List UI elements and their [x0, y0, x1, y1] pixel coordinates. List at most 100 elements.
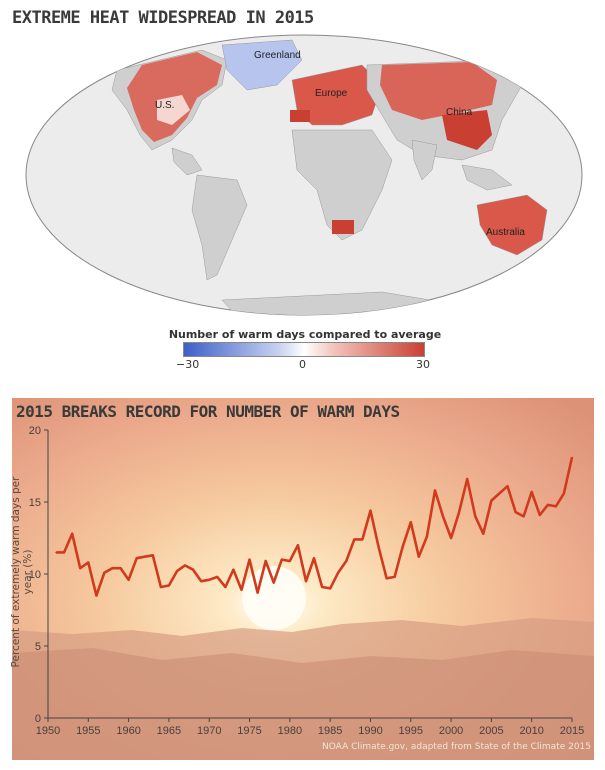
data-point: [71, 532, 73, 535]
india-shape: [411, 139, 438, 181]
data-point: [135, 557, 138, 559]
data-point: [450, 537, 452, 539]
data-point: [474, 515, 477, 518]
data-point: [79, 567, 81, 569]
sun: [242, 566, 306, 630]
data-point: [224, 586, 227, 588]
x-tick-label: 1965: [157, 725, 181, 737]
legend-tick-zero: 0: [299, 358, 306, 371]
data-point: [426, 535, 428, 538]
x-tick-label: 1975: [237, 725, 261, 737]
data-point: [498, 492, 501, 495]
data-point: [393, 576, 396, 578]
data-point: [329, 587, 332, 590]
data-point: [337, 571, 340, 574]
data-point: [539, 514, 541, 516]
data-point: [184, 564, 186, 567]
data-point: [127, 579, 130, 581]
x-tick-label: 2005: [479, 725, 503, 737]
data-point: [192, 568, 194, 571]
data-point: [345, 560, 348, 562]
y-axis-label: Percent of extremely warm days per year …: [10, 476, 34, 668]
x-tick-label: 2015: [560, 725, 584, 737]
south-america-shape: [191, 174, 248, 281]
data-point: [369, 509, 372, 512]
data-point: [95, 594, 98, 597]
y-tick-label: 20: [29, 425, 41, 437]
data-point: [281, 558, 283, 561]
data-point: [103, 571, 106, 574]
legend-color-bar: [183, 342, 425, 357]
x-tick-label: 1990: [358, 725, 382, 737]
data-point: [547, 504, 549, 506]
data-point: [256, 591, 259, 594]
line-chart: 0 5 10 15 20 1950 1955 1960 1965 1970 1975 1980 1985…: [29, 425, 584, 737]
se-asia-shape: [461, 164, 513, 191]
map-title: EXTREME HEAT WIDESPREAD IN 2015: [12, 8, 314, 28]
map-label-us: U.S.: [155, 100, 174, 111]
data-point: [176, 570, 178, 572]
data-point: [458, 511, 460, 513]
data-point: [119, 567, 122, 569]
data-point: [353, 538, 356, 541]
data-point: [506, 485, 509, 487]
legend-tick-min: −30: [176, 358, 200, 371]
data-point: [571, 456, 573, 459]
data-point: [232, 568, 235, 571]
data-point: [289, 560, 291, 562]
data-point: [152, 554, 154, 557]
data-point: [305, 580, 307, 582]
data-point: [563, 492, 565, 495]
data-point: [111, 567, 114, 569]
data-point: [321, 586, 323, 588]
x-tick-label: 1970: [197, 725, 221, 737]
data-point: [168, 584, 170, 587]
data-point: [200, 580, 202, 582]
australia-shape: [476, 194, 548, 256]
central-america-shape: [171, 147, 203, 176]
data-point: [410, 521, 412, 523]
y-tick-label: 15: [29, 497, 41, 509]
data-point: [63, 551, 65, 554]
data-point: [248, 558, 251, 561]
us-light-region: [157, 95, 190, 125]
chart-title: 2015 BREAKS RECORD FOR NUMBER OF WARM DA…: [16, 402, 400, 421]
x-tick-label: 1985: [318, 725, 342, 737]
chart-panel: 0 5 10 15 20 1950 1955 1960 1965 1970 1975 1980 1985…: [12, 398, 594, 760]
legend-tick-max: 30: [416, 358, 430, 371]
x-tick-label: 1950: [36, 725, 60, 737]
y-tick-label: 0: [35, 713, 41, 725]
data-point: [160, 586, 162, 588]
y-tick-label: 10: [29, 569, 41, 581]
x-tick-label: 1995: [399, 725, 423, 737]
data-point: [466, 478, 469, 480]
x-tick-label: 1980: [278, 725, 302, 737]
data-point: [216, 576, 219, 578]
data-point: [377, 545, 380, 548]
data-point: [482, 532, 485, 535]
map-label-china: China: [446, 107, 473, 118]
y-tick-label: 5: [35, 641, 41, 653]
data-point: [240, 589, 243, 591]
map-label-europe: Europe: [315, 88, 348, 99]
landmasses: [111, 39, 548, 315]
data-point: [87, 561, 90, 564]
data-point: [418, 555, 420, 558]
hills-near: [12, 648, 594, 760]
world-map: Greenland U.S. Europe China Australia: [25, 34, 583, 316]
data-point: [208, 579, 210, 581]
data-point: [55, 551, 57, 554]
data-point: [143, 555, 146, 558]
x-tick-label: 1955: [76, 725, 100, 737]
asia-heat-region: [380, 62, 497, 120]
data-point: [272, 581, 275, 584]
data-point: [514, 511, 517, 513]
data-point: [522, 515, 525, 518]
data-point: [530, 491, 533, 493]
greenland-shape: [221, 39, 303, 91]
x-tick-label: 2010: [519, 725, 543, 737]
iberia-heat: [290, 110, 310, 122]
x-tick-label: 2000: [439, 725, 463, 737]
south-africa-heat: [332, 220, 354, 234]
data-point: [264, 560, 267, 562]
